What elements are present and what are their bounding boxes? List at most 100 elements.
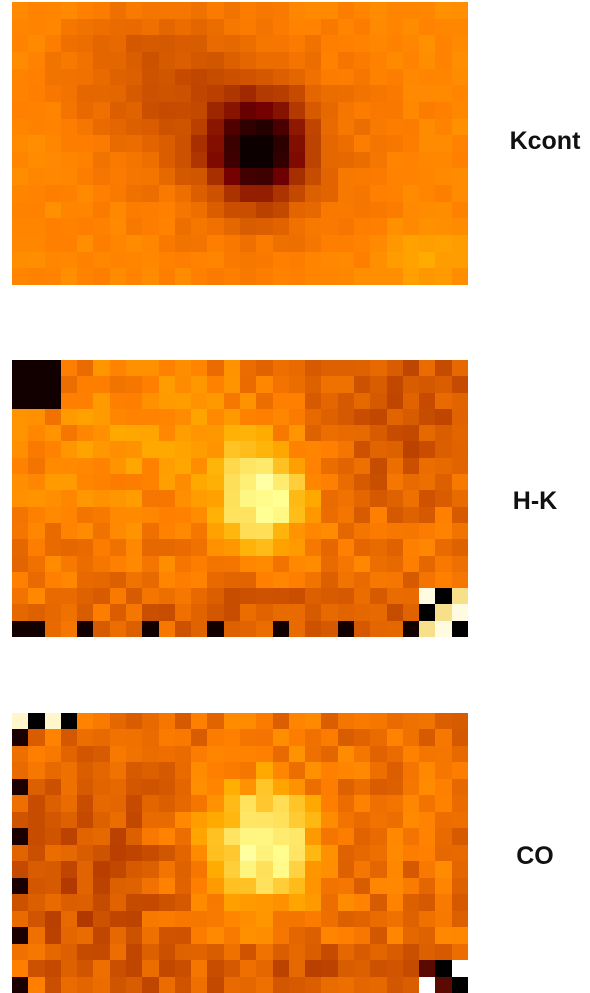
map-pixel xyxy=(174,392,192,409)
map-pixel xyxy=(142,490,159,507)
map-pixel xyxy=(191,101,208,119)
map-pixel xyxy=(126,539,143,556)
map-pixel xyxy=(60,235,78,252)
map-pixel xyxy=(77,441,94,458)
map-pixel xyxy=(272,910,289,928)
map-pixel xyxy=(158,910,175,928)
map-pixel xyxy=(386,35,403,52)
map-pixel xyxy=(370,943,387,961)
map-pixel xyxy=(256,522,273,540)
map-pixel xyxy=(93,910,110,928)
map-pixel xyxy=(370,811,387,829)
map-pixel xyxy=(77,811,94,829)
map-pixel xyxy=(240,392,257,409)
map-pixel xyxy=(354,101,371,119)
map-pixel xyxy=(435,360,452,377)
map-pixel xyxy=(223,729,240,746)
map-pixel xyxy=(386,392,403,409)
map-pixel xyxy=(419,927,436,944)
map-pixel xyxy=(272,620,289,637)
map-pixel xyxy=(354,85,371,102)
map-pixel xyxy=(12,18,29,36)
map-pixel xyxy=(223,68,240,86)
map-pixel xyxy=(272,101,289,119)
map-pixel xyxy=(77,218,94,236)
map-pixel xyxy=(402,251,420,269)
map-pixel xyxy=(142,392,159,409)
map-pixel xyxy=(77,376,94,393)
map-pixel xyxy=(28,976,45,993)
map-pixel xyxy=(109,894,126,911)
map-pixel xyxy=(93,571,110,589)
map-pixel xyxy=(207,2,224,19)
map-pixel xyxy=(126,588,143,605)
map-pixel xyxy=(402,376,420,393)
map-pixel xyxy=(191,490,208,507)
map-pixel xyxy=(337,441,354,458)
map-pixel xyxy=(223,604,240,621)
map-pixel xyxy=(402,168,420,186)
map-pixel xyxy=(142,425,159,442)
map-pixel xyxy=(126,135,143,152)
map-pixel xyxy=(451,604,468,621)
map-pixel xyxy=(337,729,354,746)
map-pixel xyxy=(44,168,61,186)
map-pixel xyxy=(354,441,371,458)
map-pixel xyxy=(126,506,143,523)
map-pixel xyxy=(256,376,273,393)
map-pixel xyxy=(142,135,159,152)
map-pixel xyxy=(207,713,224,730)
map-pixel xyxy=(223,943,240,961)
map-pixel xyxy=(93,620,110,637)
map-pixel xyxy=(370,522,387,540)
map-pixel xyxy=(223,51,240,69)
map-pixel xyxy=(240,2,257,19)
map-pixel xyxy=(240,268,257,285)
map-pixel xyxy=(272,168,289,186)
map-pixel xyxy=(109,360,126,377)
map-pixel xyxy=(191,268,208,285)
map-pixel xyxy=(354,894,371,911)
map-pixel xyxy=(174,506,192,523)
map-pixel xyxy=(337,251,354,269)
map-pixel xyxy=(12,201,29,219)
map-pixel xyxy=(288,85,306,102)
map-pixel xyxy=(321,151,338,169)
map-pixel xyxy=(305,927,322,944)
map-pixel xyxy=(240,490,257,507)
map-pixel xyxy=(93,745,110,763)
map-pixel xyxy=(191,35,208,52)
map-pixel xyxy=(402,268,420,285)
map-pixel xyxy=(191,135,208,152)
map-pixel xyxy=(386,151,403,169)
map-pixel xyxy=(60,620,78,637)
map-pixel xyxy=(419,35,436,52)
map-pixel xyxy=(451,185,468,202)
map-pixel xyxy=(288,555,306,572)
map-pixel xyxy=(305,135,322,152)
map-pixel xyxy=(126,18,143,36)
map-pixel xyxy=(402,441,420,458)
map-pixel xyxy=(44,35,61,52)
map-pixel xyxy=(44,251,61,269)
map-pixel xyxy=(158,762,175,779)
map-pixel xyxy=(354,490,371,507)
map-pixel xyxy=(174,539,192,556)
map-pixel xyxy=(386,555,403,572)
map-pixel xyxy=(288,474,306,491)
map-pixel xyxy=(305,376,322,393)
map-pixel xyxy=(402,960,420,977)
map-pixel xyxy=(451,960,468,977)
map-pixel xyxy=(288,235,306,252)
map-pixel xyxy=(142,910,159,928)
map-pixel xyxy=(272,877,289,895)
map-pixel xyxy=(402,861,420,878)
map-pixel xyxy=(419,828,436,845)
map-pixel xyxy=(207,943,224,961)
map-pixel xyxy=(60,943,78,961)
map-pixel xyxy=(288,457,306,475)
map-pixel xyxy=(370,844,387,862)
map-pixel xyxy=(142,51,159,69)
map-pixel xyxy=(370,795,387,812)
map-pixel xyxy=(305,762,322,779)
